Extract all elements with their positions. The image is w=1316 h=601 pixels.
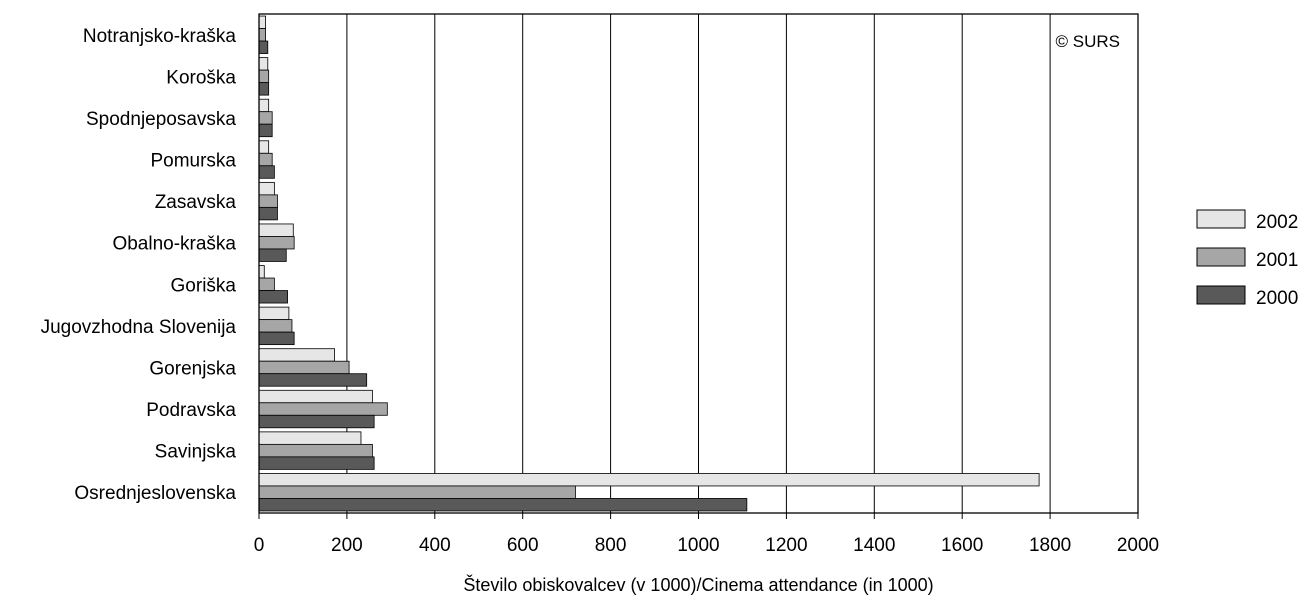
x-tick-label-800: 800 <box>595 535 627 556</box>
bar-2000-2 <box>258 123 273 138</box>
category-label: Spodnjeposavska <box>86 109 236 130</box>
bar-2000-7 <box>258 331 295 346</box>
bar-2001-4 <box>258 194 278 208</box>
x-tick-label-2000: 2000 <box>1117 535 1159 556</box>
legend-swatch-2000 <box>1196 285 1246 305</box>
bar-2002-1 <box>258 57 269 71</box>
bar-2000-11 <box>258 498 748 512</box>
bar-2001-6 <box>258 277 275 291</box>
bar-2000-9 <box>258 414 375 429</box>
category-labels: Notranjsko-kraška Koroška Spodnjeposavska P… <box>41 26 237 504</box>
bar-2000-10 <box>258 456 375 470</box>
x-tick-label-200: 200 <box>331 535 363 556</box>
legend-swatch-2002 <box>1196 209 1246 229</box>
bar-2002-9 <box>258 389 373 404</box>
category-label: Podravska <box>146 400 236 421</box>
bar-2001-0 <box>258 28 266 42</box>
x-tick-label-1600: 1600 <box>941 535 983 556</box>
x-tick-label-1400: 1400 <box>853 535 895 556</box>
bar-2002-4 <box>258 181 275 196</box>
bar-2002-7 <box>258 306 290 321</box>
x-tick-label-400: 400 <box>419 535 451 556</box>
bar-2001-9 <box>258 402 388 416</box>
category-label: Savinjska <box>155 442 237 463</box>
legend-label-2002: 2002 <box>1256 212 1298 233</box>
bar-2001-2 <box>258 111 273 125</box>
bar-2000-5 <box>258 248 287 262</box>
category-label: Gorenjska <box>149 358 236 379</box>
copyright-annotation: © SURS <box>1056 32 1120 51</box>
bar-2001-10 <box>258 443 373 458</box>
x-tick-label-1800: 1800 <box>1029 535 1071 556</box>
x-tick-label-0: 0 <box>254 535 265 556</box>
bar-2002-3 <box>258 140 270 154</box>
category-label: Jugovzhodna Slovenija <box>41 317 237 338</box>
x-axis-title: Število obiskovalcev (v 1000)/Cinema att… <box>463 574 933 595</box>
bar-2001-7 <box>258 319 293 333</box>
bar-2002-10 <box>258 431 362 445</box>
legend-label-2000: 2000 <box>1256 288 1298 309</box>
bar-2001-11 <box>258 485 576 499</box>
bars <box>258 15 1040 512</box>
bar-2002-11 <box>258 473 1040 487</box>
x-axis-ticks: 0 200 400 600 800 1000 1200 1400 1600 1800 2000 <box>254 513 1159 556</box>
bar-2001-8 <box>258 360 350 375</box>
category-label: Obalno-kraška <box>112 234 236 255</box>
bar-2002-5 <box>258 223 294 237</box>
bar-2000-3 <box>258 165 275 179</box>
x-tick-label-1000: 1000 <box>677 535 719 556</box>
category-label: Koroška <box>166 67 236 88</box>
gridlines <box>346 14 1051 513</box>
x-tick-label-600: 600 <box>507 535 539 556</box>
bar-2002-2 <box>258 98 270 113</box>
bar-2000-0 <box>258 40 269 54</box>
legend: 2002 2001 2000 <box>1196 209 1298 309</box>
bar-2001-5 <box>258 236 295 250</box>
bar-2002-8 <box>258 348 335 362</box>
category-label: Notranjsko-kraška <box>83 26 237 47</box>
bar-2000-4 <box>258 206 278 221</box>
category-label: Pomurska <box>150 151 236 172</box>
bar-2001-1 <box>258 69 270 84</box>
x-tick-label-1200: 1200 <box>765 535 807 556</box>
bar-2000-8 <box>258 373 368 387</box>
legend-swatch-2001 <box>1196 247 1246 267</box>
bar-2001-3 <box>258 152 273 167</box>
legend-label-2001: 2001 <box>1256 250 1298 271</box>
category-label: Zasavska <box>155 192 237 213</box>
category-label: Goriška <box>171 275 237 296</box>
category-label: Osrednjeslovenska <box>74 483 236 504</box>
bar-2002-0 <box>258 15 266 29</box>
bar-2002-6 <box>258 265 265 279</box>
bar-2000-6 <box>258 290 288 304</box>
bar-2000-1 <box>258 82 270 96</box>
